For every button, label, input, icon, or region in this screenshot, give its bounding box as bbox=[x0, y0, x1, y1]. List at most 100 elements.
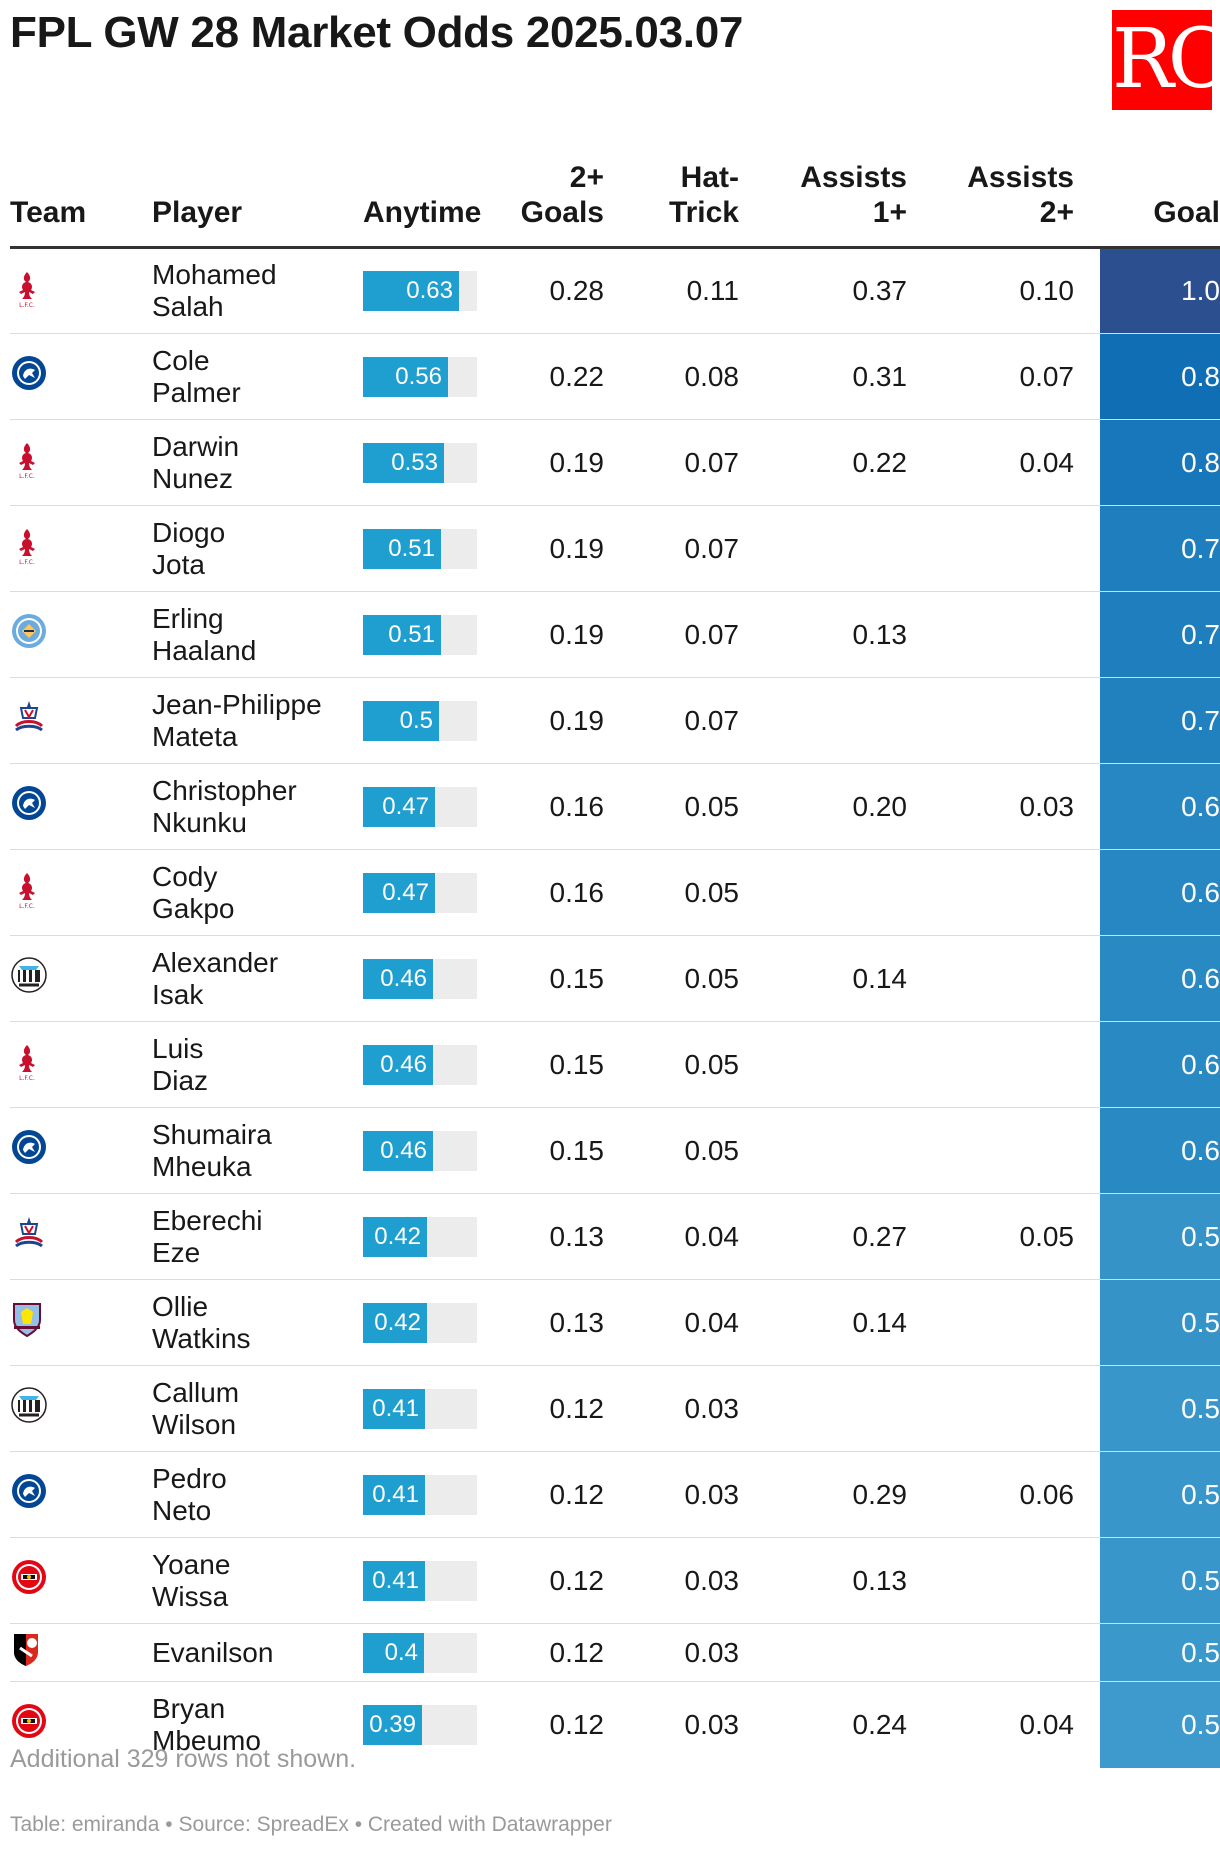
anytime-bar bbox=[363, 528, 441, 569]
column-header-assists-1plus[interactable]: Assists 1+ bbox=[800, 161, 907, 229]
rows-hidden-note: Additional 329 rows not shown. bbox=[10, 1745, 357, 1773]
anytime-bar-track: 0.47 bbox=[363, 786, 477, 827]
team-cell: L.F.C. bbox=[10, 1022, 152, 1108]
column-header-player[interactable]: Player bbox=[152, 196, 243, 229]
assists-1plus-value: 0.29 bbox=[852, 1478, 908, 1510]
liverpool-crest-icon: L.F.C. bbox=[10, 268, 44, 315]
goals-2plus-value: 0.12 bbox=[549, 1478, 605, 1510]
anytime-value: 0.47 bbox=[382, 792, 429, 820]
goal-value: 0.7 bbox=[1100, 505, 1220, 592]
assists-1plus-value: 0.20 bbox=[852, 790, 908, 822]
palace-crest-icon bbox=[10, 1214, 48, 1259]
assists-1plus-value bbox=[765, 1022, 933, 1108]
anytime-cell: 0.63 bbox=[363, 248, 488, 334]
assists-1plus-value: 0.14 bbox=[852, 1306, 908, 1338]
goals-2plus-value: 0.22 bbox=[549, 360, 605, 392]
team-cell bbox=[10, 592, 152, 678]
goals-2plus-value: 0.12 bbox=[549, 1392, 605, 1424]
anytime-bar-track: 0.4 bbox=[363, 1632, 477, 1673]
assists-2plus-value: 0.04 bbox=[1019, 446, 1075, 478]
anytime-bar-track: 0.51 bbox=[363, 528, 477, 569]
goals-2plus-value: 0.19 bbox=[549, 618, 605, 650]
anytime-cell: 0.46 bbox=[363, 1022, 488, 1108]
goal-value: 0.5 bbox=[1100, 1279, 1220, 1366]
anytime-value: 0.42 bbox=[374, 1308, 421, 1336]
goal-value: 0.7 bbox=[1100, 591, 1220, 678]
table-row: Alexander Isak 0.46 0.15 0.05 0.14 0.6 bbox=[10, 935, 1220, 1022]
player-name: Bryan Mbeumo bbox=[152, 1692, 261, 1756]
assists-1plus-value: 0.37 bbox=[852, 275, 908, 306]
villa-crest-icon bbox=[10, 1300, 44, 1345]
anytime-value: 0.51 bbox=[388, 620, 435, 648]
goals-2plus-value: 0.19 bbox=[549, 532, 605, 564]
table-row: Pedro Neto 0.41 0.12 0.03 0.29 0.06 0.5 bbox=[10, 1451, 1220, 1538]
palace-crest-icon bbox=[10, 698, 48, 743]
team-cell bbox=[10, 334, 152, 420]
anytime-bar-track: 0.47 bbox=[363, 872, 477, 913]
anytime-bar bbox=[363, 1044, 433, 1085]
anytime-bar bbox=[363, 271, 459, 311]
anytime-cell: 0.53 bbox=[363, 420, 488, 506]
goals-2plus-value: 0.15 bbox=[549, 1048, 605, 1080]
column-header-hat-trick[interactable]: Hat- Trick bbox=[668, 161, 739, 229]
anytime-bar-track: 0.5 bbox=[363, 700, 477, 741]
anytime-value: 0.5 bbox=[399, 706, 433, 734]
assists-1plus-value bbox=[765, 850, 933, 936]
player-name: Yoane Wissa bbox=[152, 1548, 231, 1612]
player-name: Evanilson bbox=[152, 1636, 274, 1668]
assists-2plus-value: 0.10 bbox=[1019, 275, 1075, 306]
newcastle-crest-icon bbox=[10, 1386, 48, 1431]
goals-2plus-value: 0.12 bbox=[549, 1708, 605, 1740]
hat-trick-value: 0.07 bbox=[684, 618, 740, 650]
team-cell bbox=[10, 1108, 152, 1194]
goal-value: 0.6 bbox=[1100, 1107, 1220, 1194]
player-name: Shumaira Mheuka bbox=[152, 1118, 272, 1182]
anytime-value: 0.39 bbox=[369, 1710, 416, 1738]
hat-trick-value: 0.03 bbox=[684, 1636, 740, 1668]
goals-2plus-value: 0.15 bbox=[549, 1134, 605, 1166]
table-row: Cole Palmer 0.56 0.22 0.08 0.31 0.07 0.8 bbox=[10, 333, 1220, 420]
table-row: Callum Wilson 0.41 0.12 0.03 0.5 bbox=[10, 1365, 1220, 1452]
player-name: Darwin Nunez bbox=[152, 430, 240, 494]
anytime-value: 0.53 bbox=[391, 448, 438, 476]
assists-2plus-value bbox=[933, 1022, 1100, 1108]
hat-trick-value: 0.08 bbox=[684, 360, 740, 392]
anytime-bar bbox=[363, 442, 444, 483]
assists-2plus-value bbox=[933, 1108, 1100, 1194]
anytime-value: 0.46 bbox=[380, 964, 427, 992]
table-row: Eberechi Eze 0.42 0.13 0.04 0.27 0.05 0.5 bbox=[10, 1193, 1220, 1280]
anytime-bar-track: 0.46 bbox=[363, 1130, 477, 1171]
chelsea-crest-icon bbox=[10, 1472, 48, 1517]
team-cell bbox=[10, 1682, 152, 1768]
column-header-2plus-goals[interactable]: 2+ Goals bbox=[520, 161, 604, 229]
table-row: Erling Haaland 0.51 0.19 0.07 0.13 0.7 bbox=[10, 591, 1220, 678]
goals-2plus-value: 0.12 bbox=[549, 1636, 605, 1668]
hat-trick-value: 0.07 bbox=[684, 532, 740, 564]
column-header-assists-2plus[interactable]: Assists 2+ bbox=[967, 161, 1074, 229]
table-row: Ollie Watkins 0.42 0.13 0.04 0.14 0.5 bbox=[10, 1279, 1220, 1366]
anytime-bar-track: 0.53 bbox=[363, 442, 477, 483]
assists-1plus-value: 0.13 bbox=[852, 1564, 908, 1596]
team-cell: L.F.C. bbox=[10, 420, 152, 506]
team-cell bbox=[10, 764, 152, 850]
anytime-value: 0.63 bbox=[406, 277, 453, 304]
column-header-team[interactable]: Team bbox=[10, 196, 87, 229]
player-name: Diogo Jota bbox=[152, 516, 226, 580]
column-header-goal[interactable]: Goal bbox=[1153, 196, 1220, 229]
hat-trick-value: 0.05 bbox=[684, 1048, 740, 1080]
anytime-bar bbox=[363, 614, 441, 655]
goal-value: 1.0 bbox=[1100, 247, 1220, 334]
anytime-cell: 0.41 bbox=[363, 1366, 488, 1452]
goal-value: 0.8 bbox=[1100, 333, 1220, 420]
hat-trick-value: 0.03 bbox=[684, 1392, 740, 1424]
assists-1plus-value bbox=[765, 506, 933, 592]
column-header-anytime[interactable]: Anytime bbox=[363, 196, 482, 229]
assists-2plus-value bbox=[933, 1366, 1100, 1452]
anytime-bar-track: 0.56 bbox=[363, 356, 477, 397]
team-cell bbox=[10, 1194, 152, 1280]
anytime-bar bbox=[363, 1632, 424, 1673]
goal-value: 0.6 bbox=[1100, 935, 1220, 1022]
table-row: Bryan Mbeumo 0.39 0.12 0.03 0.24 0.04 0.5 bbox=[10, 1681, 1220, 1768]
goal-value: 0.5 bbox=[1100, 1623, 1220, 1682]
goal-value: 0.6 bbox=[1100, 763, 1220, 850]
